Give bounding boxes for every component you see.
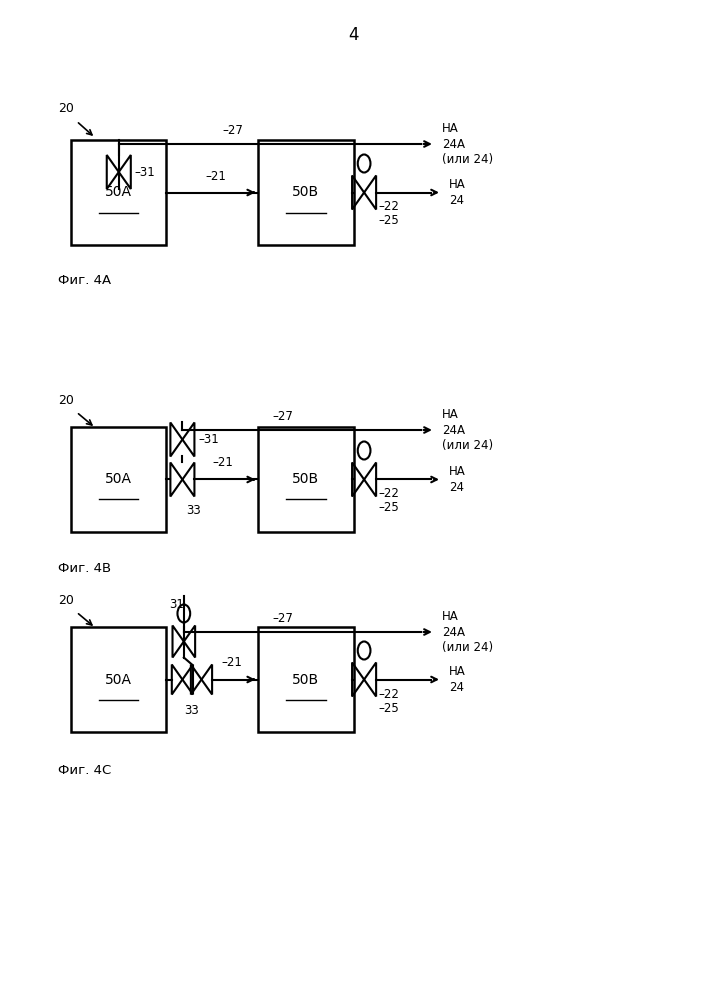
Text: –21: –21	[221, 656, 243, 670]
Text: 50A: 50A	[105, 672, 132, 686]
Text: 50A: 50A	[105, 186, 132, 200]
Text: –25: –25	[378, 215, 399, 228]
Text: 33: 33	[184, 704, 199, 716]
Text: 33: 33	[186, 504, 201, 518]
Text: –25: –25	[378, 501, 399, 514]
Text: –27: –27	[223, 124, 244, 137]
Text: НА
24А
(или 24): НА 24А (или 24)	[442, 121, 493, 166]
Text: 31: 31	[169, 598, 185, 612]
Bar	[71, 627, 166, 732]
Text: 20: 20	[58, 593, 74, 606]
Bar	[258, 140, 354, 245]
Text: –31: –31	[198, 433, 218, 446]
Bar	[71, 427, 166, 532]
Text: 50B: 50B	[292, 186, 320, 200]
Text: –25: –25	[378, 702, 399, 714]
Text: –21: –21	[205, 169, 226, 182]
Text: –31: –31	[134, 165, 155, 178]
Text: –22: –22	[378, 487, 399, 500]
Text: –21: –21	[212, 456, 233, 469]
Text: НА
24А
(или 24): НА 24А (или 24)	[442, 408, 493, 452]
Bar	[258, 427, 354, 532]
Text: 20: 20	[58, 393, 74, 406]
Text: –27: –27	[272, 612, 293, 625]
Text: –22: –22	[378, 200, 399, 214]
Text: –27: –27	[272, 410, 293, 423]
Text: НА
24А
(или 24): НА 24А (или 24)	[442, 609, 493, 654]
Text: Фиг. 4А: Фиг. 4А	[58, 273, 111, 286]
Text: 4: 4	[349, 26, 358, 44]
Text: Фиг. 4С: Фиг. 4С	[58, 764, 111, 776]
Text: Фиг. 4В: Фиг. 4В	[58, 562, 111, 574]
Text: 50B: 50B	[292, 472, 320, 486]
Text: 50A: 50A	[105, 472, 132, 486]
Text: НА
24: НА 24	[449, 665, 466, 694]
Bar	[71, 140, 166, 245]
Text: НА
24: НА 24	[449, 178, 466, 207]
Text: НА
24: НА 24	[449, 465, 466, 494]
Text: 20: 20	[58, 102, 74, 114]
Text: –22: –22	[378, 688, 399, 700]
Bar	[258, 627, 354, 732]
Text: 50B: 50B	[292, 672, 320, 686]
